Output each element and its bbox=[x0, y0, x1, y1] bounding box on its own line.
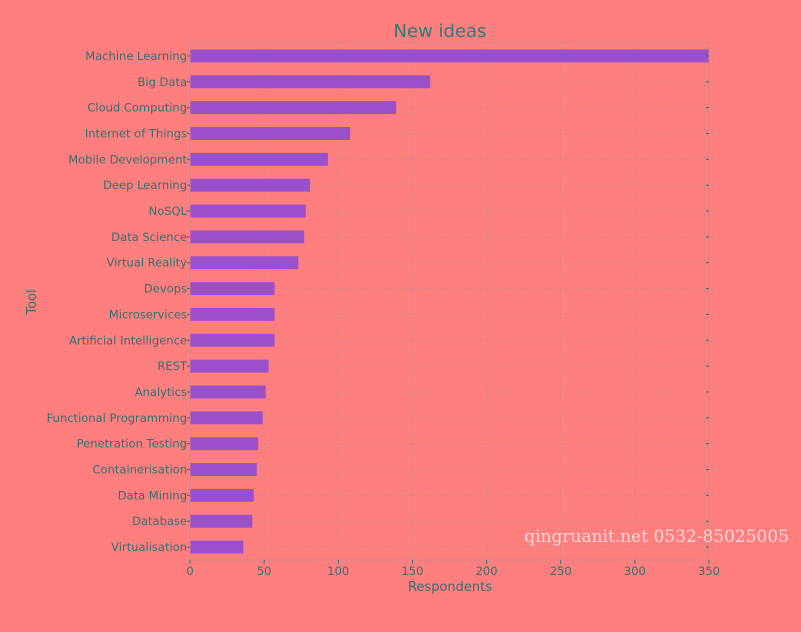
bar bbox=[190, 359, 269, 373]
bar bbox=[190, 75, 431, 89]
bar bbox=[190, 49, 709, 63]
bar bbox=[190, 127, 351, 140]
bar bbox=[190, 152, 328, 166]
x-tick-label: 150 bbox=[401, 564, 423, 578]
bar bbox=[190, 437, 259, 451]
y-tick-label: Deep Learning bbox=[103, 178, 187, 192]
chart-title: New ideas bbox=[394, 21, 487, 42]
y-tick-label: Database bbox=[132, 514, 187, 528]
y-tick-label: Data Science bbox=[111, 230, 187, 244]
bar bbox=[190, 204, 306, 218]
bar bbox=[190, 333, 275, 347]
bar bbox=[190, 411, 263, 425]
y-tick-label: Analytics bbox=[135, 385, 187, 399]
bar bbox=[190, 282, 275, 296]
bar bbox=[190, 230, 305, 244]
y-tick-label: Containerisation bbox=[93, 463, 187, 477]
bar bbox=[190, 178, 311, 192]
x-tick-label: 0 bbox=[186, 564, 193, 578]
y-tick-label: Data Mining bbox=[118, 488, 187, 502]
y-tick-label: Penetration Testing bbox=[77, 437, 187, 451]
x-axis-title: Respondents bbox=[408, 580, 492, 595]
y-tick-label: Big Data bbox=[138, 75, 188, 89]
bar bbox=[190, 463, 257, 476]
y-tick-label: Artificial Intelligence bbox=[69, 333, 187, 347]
x-tick-label: 50 bbox=[257, 564, 272, 578]
y-tick-label: Microservices bbox=[109, 307, 187, 321]
y-tick-label: Mobile Development bbox=[68, 152, 187, 166]
x-tick-label: 300 bbox=[624, 564, 646, 578]
x-tick-label: 250 bbox=[550, 564, 572, 578]
bar bbox=[190, 101, 397, 115]
watermark-text: qingruanit.net 0532-85025005 bbox=[524, 527, 789, 547]
x-tick-label: 100 bbox=[327, 564, 349, 578]
y-tick-label: Functional Programming bbox=[47, 411, 187, 425]
y-tick-label: Machine Learning bbox=[85, 49, 187, 63]
bar bbox=[190, 385, 266, 399]
plot-frame bbox=[189, 42, 710, 561]
x-tick-label: 200 bbox=[476, 564, 498, 578]
y-tick-label: Virtual Reality bbox=[106, 256, 187, 270]
bar bbox=[190, 514, 253, 528]
y-axis-title: Tool bbox=[25, 289, 40, 315]
y-tick-label: Virtualisation bbox=[111, 540, 187, 554]
y-tick-label: Internet of Things bbox=[85, 126, 187, 140]
y-tick-label: Cloud Computing bbox=[87, 101, 187, 115]
y-tick-label: Devops bbox=[144, 282, 187, 296]
bar bbox=[190, 256, 299, 270]
y-tick-label: NoSQL bbox=[149, 204, 188, 218]
bar bbox=[190, 540, 244, 554]
y-tick-label: REST bbox=[157, 359, 188, 373]
bar bbox=[190, 488, 254, 502]
bar bbox=[190, 307, 275, 321]
x-tick-label: 350 bbox=[698, 564, 720, 578]
